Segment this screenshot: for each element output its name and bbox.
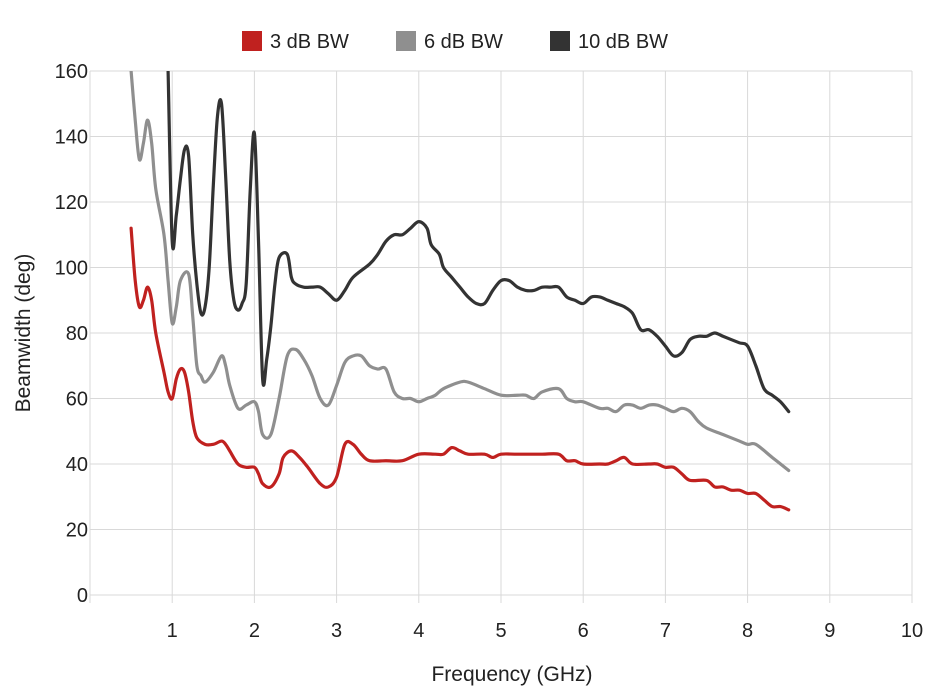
y-tick-label: 40 (66, 454, 88, 476)
y-tick-label: 0 (77, 585, 88, 607)
grid-lines (89, 70, 913, 603)
series-line-10-db-bw (166, 71, 791, 414)
x-axis-title: Frequency (GHz) (431, 663, 592, 686)
y-tick-label: 20 (66, 520, 88, 542)
y-axis-title: Beamwidth (deg) (12, 254, 35, 413)
y-tick-label: 120 (55, 192, 88, 214)
data-series (129, 71, 791, 512)
x-tick-label: 5 (495, 620, 506, 642)
y-tick-label: 160 (55, 61, 88, 83)
series-line-3-db-bw (129, 226, 791, 512)
legend-swatch (396, 31, 416, 51)
legend-swatch (242, 31, 262, 51)
x-tick-label: 1 (167, 620, 178, 642)
x-tick-label: 6 (578, 620, 589, 642)
y-axis-ticks: 0 20 40 60 80 100 120 140 160 (55, 61, 88, 607)
legend-label: 6 dB BW (424, 31, 503, 53)
legend-label: 3 dB BW (270, 31, 349, 53)
x-tick-label: 7 (660, 620, 671, 642)
series-line-6-db-bw (129, 71, 791, 473)
x-axis-ticks: 1 2 3 4 5 6 7 8 9 10 (167, 620, 923, 642)
y-tick-label: 100 (55, 258, 88, 280)
y-tick-label: 140 (55, 127, 88, 149)
legend-swatch (550, 31, 570, 51)
x-tick-label: 4 (413, 620, 424, 642)
x-tick-label: 3 (331, 620, 342, 642)
y-tick-label: 60 (66, 389, 88, 411)
x-tick-label: 9 (824, 620, 835, 642)
x-tick-label: 8 (742, 620, 753, 642)
x-tick-label: 2 (249, 620, 260, 642)
y-tick-label: 80 (66, 323, 88, 345)
x-tick-label: 10 (901, 620, 923, 642)
legend-label: 10 dB BW (578, 31, 668, 53)
legend: 3 dB BW 6 dB BW 10 dB BW (242, 31, 668, 53)
